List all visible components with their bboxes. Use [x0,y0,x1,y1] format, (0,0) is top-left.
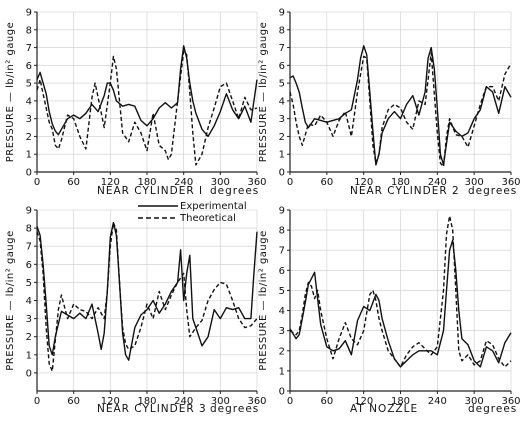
y-tick-label: 0 [279,168,285,179]
x-tick-label: 360 [247,396,266,407]
y-axis-label: PRESSURE — lb/in² gauge [258,230,269,371]
x-tick-label: 0 [34,177,40,188]
y-axis-label: PRESSURE — lb/in² gauge [5,230,16,371]
x-axis-unit: degrees [210,403,259,415]
x-tick-label: 240 [428,177,447,188]
y-tick-label: 0 [279,387,285,398]
x-tick-label: 0 [34,396,40,407]
series-theoretical-line [36,50,258,166]
x-tick-label: 360 [247,177,266,188]
y-tick-label: 2 [26,132,32,143]
y-tick-label: 4 [279,96,285,107]
y-tick-label: 5 [279,286,285,297]
y-tick-label: 6 [279,61,285,72]
series-theoretical-line [36,221,258,372]
x-tick-label: 60 [67,177,80,188]
y-tick-label: 5 [279,79,285,90]
series-experimental-line [289,45,512,166]
x-tick-label: 120 [354,396,373,407]
y-tick-label: 3 [279,326,285,337]
x-tick-label: 300 [465,177,484,188]
x-tick-label: 300 [211,177,230,188]
y-tick-label: 7 [279,246,285,257]
chart-panel-1: 0 1 2 3 4 5 6 7 8 9 0 60 120 180 240 300 360 PRESSURE — l… [5,8,267,198]
x-tick-label: 0 [287,177,293,188]
chart-panel-4: 0 1 2 3 4 5 6 7 8 9 0 60 120 180 240 300 360 PRESSURE — l… [258,206,521,416]
x-tick-label: 240 [428,396,447,407]
y-tick-label: 6 [26,260,32,271]
x-axis-label: AT NOZZLE [350,403,418,415]
y-tick-label: 8 [26,25,32,36]
x-tick-label: 300 [211,396,230,407]
y-tick-label: 4 [26,96,32,107]
y-tick-label: 0 [26,368,32,379]
y-tick-label: 1 [279,150,285,161]
x-tick-label: 300 [465,396,484,407]
y-tick-label: 9 [26,206,32,217]
y-tick-label: 9 [279,206,285,217]
x-tick-label: 120 [101,396,120,407]
y-tick-label: 6 [279,266,285,277]
legend: Experimental Theoretical [138,201,247,224]
y-tick-label: 0 [26,168,32,179]
y-tick-label: 5 [26,278,32,289]
y-tick-label: 8 [26,224,32,235]
y-tick-label: 2 [26,332,32,343]
chart-panel-3: 0 1 2 3 4 5 6 7 8 9 0 60 120 180 240 300 360 PRESSURE — l… [5,206,267,416]
x-tick-label: 60 [67,396,80,407]
y-tick-label: 6 [26,61,32,72]
y-axis-label: PRESSURE — lb/in² gauge [258,22,269,163]
series-experimental-line [36,221,258,361]
x-tick-label: 360 [501,396,520,407]
y-tick-label: 8 [279,226,285,237]
x-tick-label: 180 [137,396,156,407]
legend-theoretical-label: Theoretical [179,213,236,224]
y-tick-label: 1 [279,366,285,377]
x-axis-label: NEAR CYLINDER 2 [350,185,460,197]
x-tick-label: 180 [391,396,410,407]
x-tick-label: 240 [174,396,193,407]
series-theoretical-line [289,52,512,168]
x-tick-label: 60 [320,396,333,407]
x-tick-label: 120 [354,177,373,188]
chart-panel-2: 0 1 2 3 4 5 6 7 8 9 0 60 120 180 240 300 360 PRESSURE — l… [258,8,521,198]
x-tick-label: 240 [174,177,193,188]
y-tick-label: 1 [26,350,32,361]
y-tick-label: 3 [279,114,285,125]
y-tick-label: 1 [26,150,32,161]
y-tick-label: 3 [26,114,32,125]
y-tick-label: 7 [26,242,32,253]
y-tick-label: 3 [26,314,32,325]
legend-experimental-label: Experimental [180,201,247,212]
x-tick-label: 120 [101,177,120,188]
y-tick-label: 7 [26,43,32,54]
x-axis-unit: degrees [468,185,517,197]
x-tick-label: 180 [391,177,410,188]
x-tick-label: 60 [320,177,333,188]
y-tick-label: 2 [279,132,285,143]
x-axis-label: NEAR CYLINDER 3 [97,403,207,415]
y-tick-label: 2 [279,346,285,357]
x-axis-unit: degrees [210,185,259,197]
y-tick-label: 5 [26,79,32,90]
y-tick-label: 8 [279,25,285,36]
x-tick-label: 360 [501,177,520,188]
y-axis-label: PRESSURE — lb/in² gauge [5,22,16,163]
y-tick-label: 4 [26,296,32,307]
y-tick-label: 9 [279,8,285,19]
y-tick-label: 4 [279,306,285,317]
series-theoretical-line [289,215,512,368]
y-tick-label: 7 [279,43,285,54]
y-tick-label: 9 [26,8,32,19]
x-tick-label: 180 [137,177,156,188]
x-axis-unit: degrees [468,403,517,415]
x-axis-label: NEAR CYLINDER I [97,185,203,197]
x-tick-label: 0 [287,396,293,407]
series-experimental-line [36,45,258,138]
